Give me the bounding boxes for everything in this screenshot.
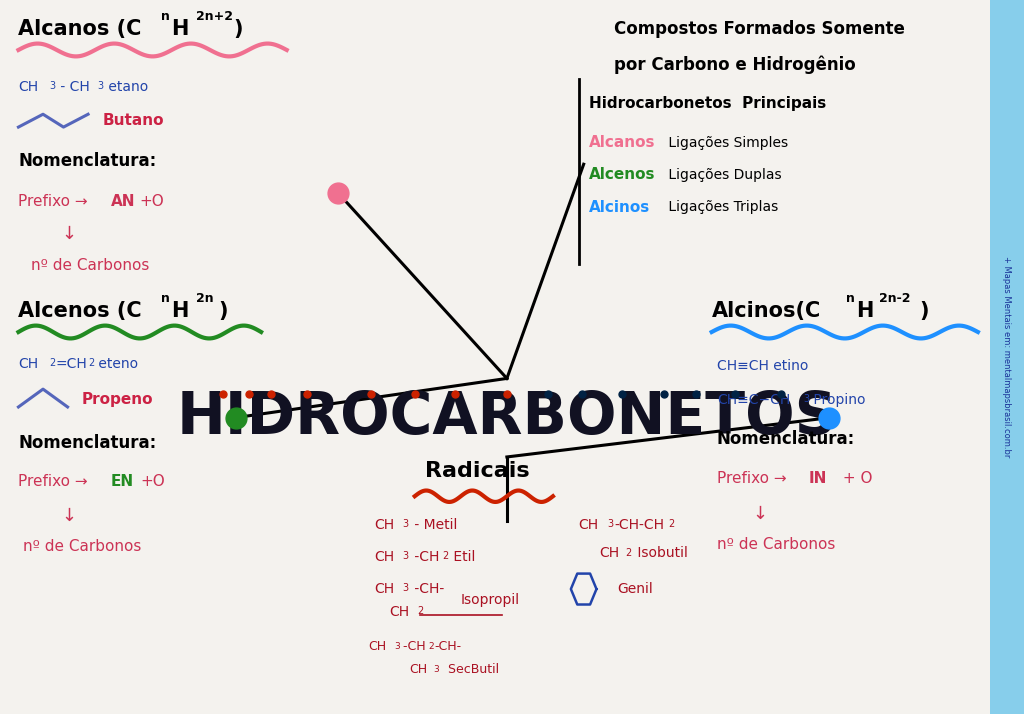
Text: Radicais: Radicais xyxy=(425,461,529,481)
Text: -CH: -CH xyxy=(399,640,426,653)
Text: Alcenos (C: Alcenos (C xyxy=(18,301,142,321)
Text: ): ) xyxy=(218,301,227,321)
Text: nº de Carbonos: nº de Carbonos xyxy=(717,536,836,552)
Text: 2: 2 xyxy=(626,548,632,558)
Text: AN: AN xyxy=(111,193,135,209)
Text: n: n xyxy=(846,292,855,305)
Text: 2: 2 xyxy=(442,551,449,561)
Text: -CH-CH: -CH-CH xyxy=(614,518,665,532)
Text: 2n: 2n xyxy=(196,292,213,305)
Text: Nomenclatura:: Nomenclatura: xyxy=(18,151,157,170)
Text: ↓: ↓ xyxy=(61,506,77,525)
Text: nº de Carbonos: nº de Carbonos xyxy=(31,258,150,273)
Text: eteno: eteno xyxy=(94,357,138,371)
Text: 3: 3 xyxy=(402,583,409,593)
Text: Alcenos: Alcenos xyxy=(589,167,655,183)
Text: Ligações Duplas: Ligações Duplas xyxy=(664,168,781,182)
Text: -CH: -CH xyxy=(410,550,439,564)
Text: CH: CH xyxy=(374,550,394,564)
Text: nº de Carbonos: nº de Carbonos xyxy=(23,538,141,554)
Text: 2: 2 xyxy=(669,519,675,529)
Text: CH: CH xyxy=(18,357,39,371)
Text: H: H xyxy=(856,301,873,321)
Text: Alcanos (C: Alcanos (C xyxy=(18,19,141,39)
Text: IN: IN xyxy=(809,471,827,486)
Text: CH: CH xyxy=(599,546,620,560)
Text: CH≡C−CH: CH≡C−CH xyxy=(717,393,791,407)
Text: Alcanos: Alcanos xyxy=(589,135,655,151)
Text: 3: 3 xyxy=(402,551,409,561)
Text: 2: 2 xyxy=(417,606,423,616)
Text: ↓: ↓ xyxy=(61,225,77,243)
Text: SecButil: SecButil xyxy=(440,663,500,675)
Text: Ligações Triplas: Ligações Triplas xyxy=(664,200,778,214)
Text: + Mapas Mentais em: mentalmapsbrasil.com.br: + Mapas Mentais em: mentalmapsbrasil.com… xyxy=(1002,256,1011,458)
Text: Ligações Simples: Ligações Simples xyxy=(664,136,787,150)
Text: 3: 3 xyxy=(49,81,55,91)
Text: H: H xyxy=(171,19,188,39)
Text: 2: 2 xyxy=(428,642,433,651)
Text: Propino: Propino xyxy=(809,393,865,407)
Text: -CH-: -CH- xyxy=(410,582,443,596)
Text: 3: 3 xyxy=(394,642,400,651)
Text: 3: 3 xyxy=(433,665,439,674)
Text: =CH: =CH xyxy=(55,357,87,371)
FancyBboxPatch shape xyxy=(990,0,1024,714)
Text: CH: CH xyxy=(410,663,428,675)
Text: CH≡CH etino: CH≡CH etino xyxy=(717,359,808,373)
Text: CH: CH xyxy=(369,640,387,653)
Text: - Metil: - Metil xyxy=(410,518,457,532)
Text: ): ) xyxy=(920,301,929,321)
Text: 2n-2: 2n-2 xyxy=(879,292,910,305)
Text: Etil: Etil xyxy=(449,550,475,564)
Text: etano: etano xyxy=(104,80,148,94)
Text: CH: CH xyxy=(18,80,39,94)
Text: EN: EN xyxy=(111,474,134,490)
Text: 3: 3 xyxy=(607,519,613,529)
Text: 3: 3 xyxy=(97,81,103,91)
Text: Isobutil: Isobutil xyxy=(633,546,688,560)
Text: Nomenclatura:: Nomenclatura: xyxy=(717,430,855,448)
Text: CH: CH xyxy=(579,518,599,532)
Text: Isopropil: Isopropil xyxy=(461,593,520,607)
Text: Hidrocarbonetos  Principais: Hidrocarbonetos Principais xyxy=(589,96,826,111)
Text: por Carbono e Hidrogênio: por Carbono e Hidrogênio xyxy=(614,55,856,74)
Text: Alcinos(C: Alcinos(C xyxy=(712,301,821,321)
Text: Alcinos: Alcinos xyxy=(589,199,650,215)
Text: Nomenclatura:: Nomenclatura: xyxy=(18,433,157,452)
Text: Prefixo →: Prefixo → xyxy=(717,471,786,486)
Text: Prefixo →: Prefixo → xyxy=(18,474,88,490)
Text: 2: 2 xyxy=(88,358,94,368)
Text: CH: CH xyxy=(389,605,410,619)
Text: 3: 3 xyxy=(402,519,409,529)
Text: CH: CH xyxy=(374,518,394,532)
Text: ↓: ↓ xyxy=(753,505,768,523)
Text: CH: CH xyxy=(374,582,394,596)
Text: n: n xyxy=(161,292,170,305)
Text: Prefixo →: Prefixo → xyxy=(18,193,88,209)
Text: n: n xyxy=(161,10,170,23)
Text: Butano: Butano xyxy=(102,113,164,129)
Text: +O: +O xyxy=(139,193,164,209)
Text: Genil: Genil xyxy=(617,582,653,596)
Text: H: H xyxy=(171,301,188,321)
Text: +O: +O xyxy=(140,474,165,490)
Text: HIDROCARBONETOS: HIDROCARBONETOS xyxy=(176,389,838,446)
Text: 2: 2 xyxy=(49,358,55,368)
Text: ): ) xyxy=(233,19,243,39)
Text: 3: 3 xyxy=(803,394,809,404)
Text: - CH: - CH xyxy=(56,80,90,94)
Text: + O: + O xyxy=(838,471,872,486)
Text: Compostos Formados Somente: Compostos Formados Somente xyxy=(614,19,905,38)
Text: Propeno: Propeno xyxy=(82,392,154,408)
Text: 2n+2: 2n+2 xyxy=(196,10,232,23)
Text: -CH-: -CH- xyxy=(434,640,461,653)
